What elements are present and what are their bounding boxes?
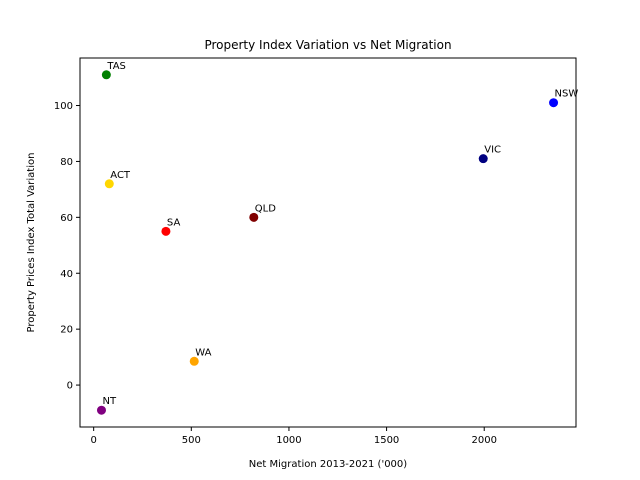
point-qld <box>249 212 259 222</box>
y-tick-label: 60 <box>60 213 73 224</box>
x-tick-label: 1500 <box>374 435 399 446</box>
point-label-nt: NT <box>102 396 116 407</box>
chart-title: Property Index Variation vs Net Migratio… <box>204 38 451 52</box>
point-label-sa: SA <box>167 217 181 228</box>
x-tick-label: 1000 <box>276 435 301 446</box>
point-label-qld: QLD <box>255 203 276 214</box>
point-nsw <box>549 98 559 108</box>
point-tas <box>101 70 111 80</box>
y-tick-label: 0 <box>67 381 73 392</box>
point-label-vic: VIC <box>484 145 501 156</box>
point-nt <box>96 405 106 415</box>
x-tick-label: 0 <box>90 435 96 446</box>
point-label-act: ACT <box>110 170 131 181</box>
x-tick-label: 2000 <box>471 435 496 446</box>
point-sa <box>161 226 171 236</box>
point-label-tas: TAS <box>106 61 126 72</box>
point-vic <box>478 154 488 164</box>
y-tick-label: 20 <box>60 325 73 336</box>
point-label-wa: WA <box>195 347 211 358</box>
plot-frame <box>79 57 577 428</box>
y-tick-label: 100 <box>54 101 73 112</box>
y-tick-label: 80 <box>60 157 73 168</box>
point-act <box>104 179 114 189</box>
y-axis-label: Property Prices Index Total Variation <box>26 153 37 333</box>
y-tick-label: 40 <box>60 269 73 280</box>
y-axis: 0 20 40 60 80 100 <box>54 101 80 392</box>
x-axis: 0 500 1000 1500 2000 <box>90 427 497 446</box>
plot-area: NSW VIC QLD SA WA TAS ACT NT <box>96 61 579 415</box>
point-wa <box>189 356 199 366</box>
x-tick-label: 500 <box>182 435 201 446</box>
point-label-nsw: NSW <box>555 89 579 100</box>
x-axis-label: Net Migration 2013-2021 ('000) <box>249 459 407 470</box>
